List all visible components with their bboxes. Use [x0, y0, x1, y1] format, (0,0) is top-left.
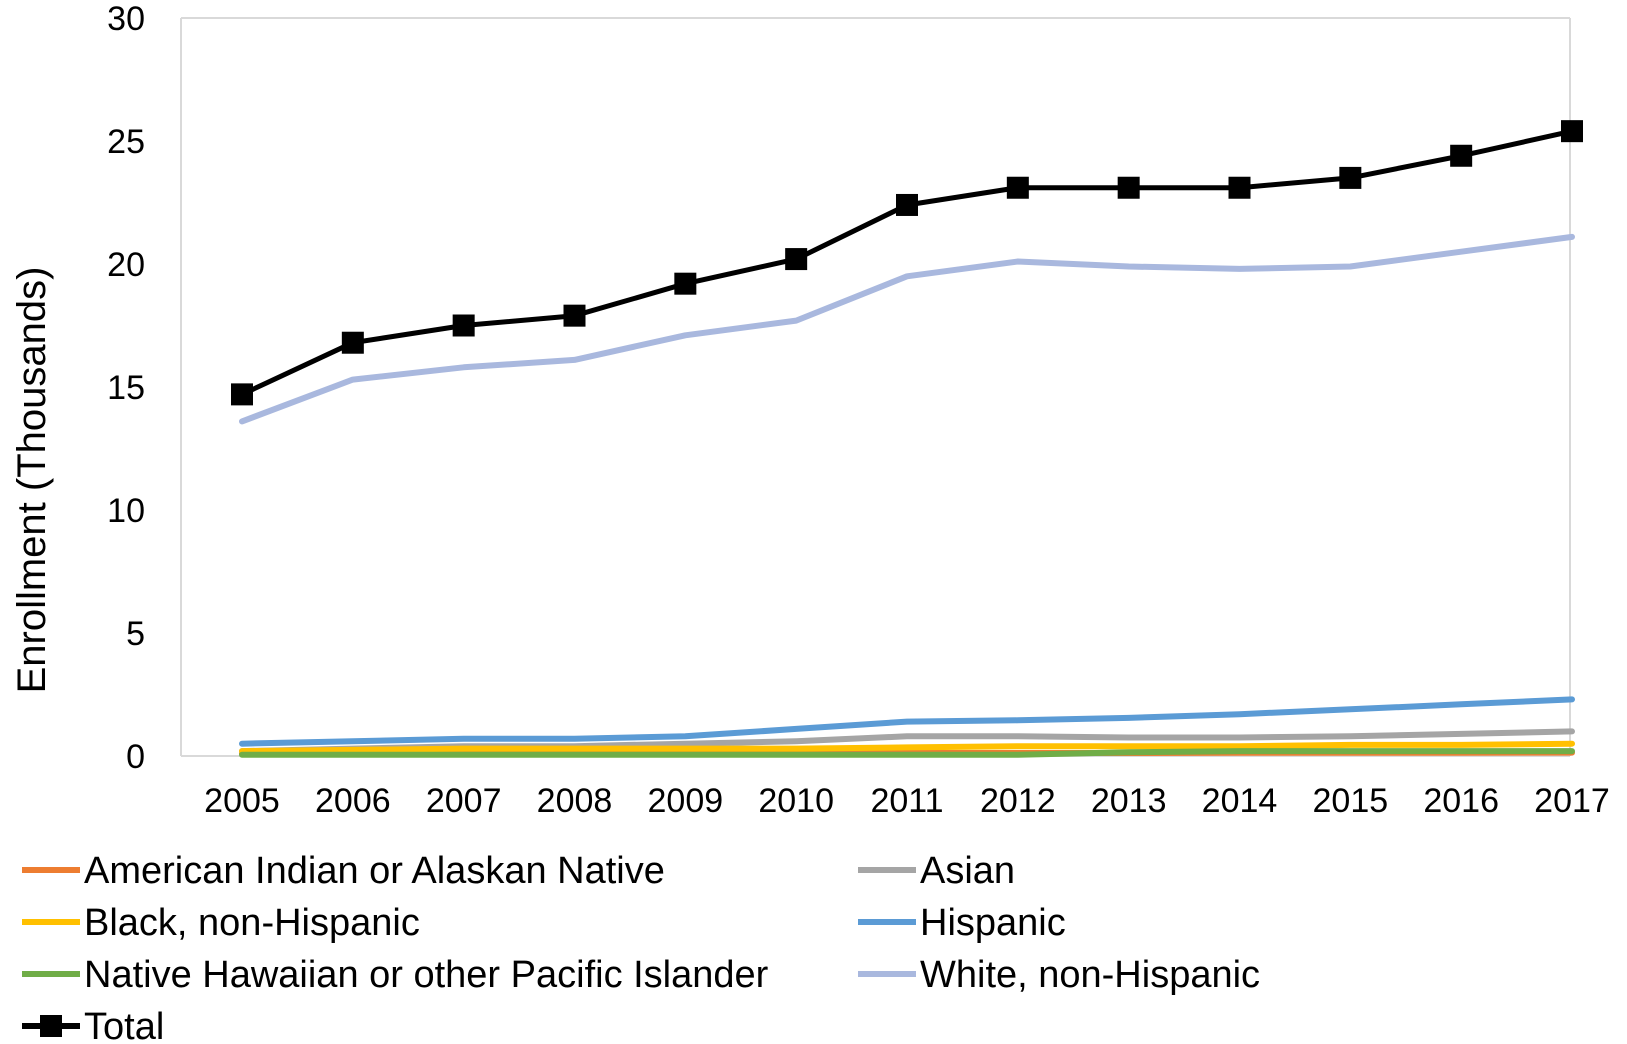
- data-point-marker: [231, 383, 253, 406]
- series-native-hawaiian-or-other-pacific-islander: [239, 748, 1575, 758]
- legend-marker: [40, 1015, 62, 1037]
- data-point-marker: [896, 193, 918, 216]
- legend-item-hispanic: Hispanic: [858, 902, 1066, 944]
- data-point-marker: [674, 272, 697, 295]
- series-lines: [231, 120, 1583, 758]
- data-point-marker: [1228, 176, 1251, 199]
- y-tick-label: 30: [107, 0, 145, 38]
- data-point-marker: [1339, 166, 1362, 189]
- data-point-marker: [452, 314, 475, 337]
- legend-item-american-indian-or-alaskan-native: American Indian or Alaskan Native: [22, 850, 665, 892]
- series-hispanic: [239, 696, 1575, 747]
- y-axis-title: Enrollment (Thousands): [10, 267, 54, 694]
- x-tick-label: 2017: [1534, 782, 1610, 820]
- series-black-non-hispanic: [239, 740, 1575, 755]
- x-tick-label: 2005: [204, 782, 280, 820]
- x-tick-label: 2015: [1313, 782, 1389, 820]
- data-point-marker: [341, 331, 364, 354]
- data-point-marker: [1006, 176, 1029, 199]
- legend-label: Hispanic: [920, 902, 1066, 944]
- x-tick-label: 2016: [1423, 782, 1499, 820]
- y-tick-label: 25: [107, 123, 145, 161]
- y-tick-label: 20: [107, 246, 145, 284]
- y-tick-label: 15: [107, 369, 145, 407]
- y-axis-ticks: 0 5 10 15 20 25 30: [107, 0, 145, 776]
- legend-label: Total: [84, 1006, 164, 1044]
- series-line-white-non-hispanic: [239, 233, 1575, 425]
- data-point-marker: [1117, 176, 1140, 199]
- series-white-non-hispanic: [239, 233, 1575, 425]
- y-tick-label: 10: [107, 492, 145, 530]
- legend-item-total: Total: [22, 1006, 164, 1044]
- x-tick-label: 2008: [537, 782, 613, 820]
- legend: American Indian or Alaskan Native Asian Bl…: [22, 850, 1260, 1044]
- legend-item-black-non-hispanic: Black, non-Hispanic: [22, 902, 420, 944]
- y-tick-label: 5: [126, 615, 145, 653]
- x-tick-label: 2006: [315, 782, 391, 820]
- legend-label: Black, non-Hispanic: [84, 902, 420, 944]
- x-tick-label: 2013: [1091, 782, 1167, 820]
- legend-item-asian: Asian: [858, 850, 1015, 892]
- legend-label: Native Hawaiian or other Pacific Islande…: [84, 954, 769, 996]
- x-axis-ticks: 2005 2006 2007 2008 2009 2010 2011 2012 2013 2014…: [204, 782, 1610, 820]
- plot-frame: [180, 17, 1571, 757]
- x-tick-label: 2007: [426, 782, 502, 820]
- x-tick-label: 2012: [980, 782, 1056, 820]
- data-point-marker: [563, 304, 586, 327]
- data-point-marker: [785, 248, 808, 271]
- legend-item-native-hawaiian-or-other-pacific-islander: Native Hawaiian or other Pacific Islande…: [22, 954, 769, 996]
- legend-item-white-non-hispanic: White, non-Hispanic: [858, 954, 1260, 996]
- legend-label: Asian: [920, 850, 1015, 892]
- x-tick-label: 2009: [648, 782, 724, 820]
- data-point-marker: [1450, 144, 1473, 167]
- series-line-hispanic: [239, 696, 1575, 747]
- legend-label: White, non-Hispanic: [920, 954, 1260, 996]
- legend-label: American Indian or Alaskan Native: [84, 850, 665, 892]
- series-total: [231, 120, 1583, 406]
- series-line-black-non-hispanic: [239, 740, 1575, 755]
- series-line-native-hawaiian-or-other-pacific-islander: [239, 748, 1575, 758]
- x-tick-label: 2014: [1202, 782, 1278, 820]
- x-tick-label: 2011: [870, 782, 943, 820]
- y-tick-label: 0: [126, 738, 145, 776]
- data-point-marker: [1561, 120, 1583, 143]
- x-tick-label: 2010: [758, 782, 834, 820]
